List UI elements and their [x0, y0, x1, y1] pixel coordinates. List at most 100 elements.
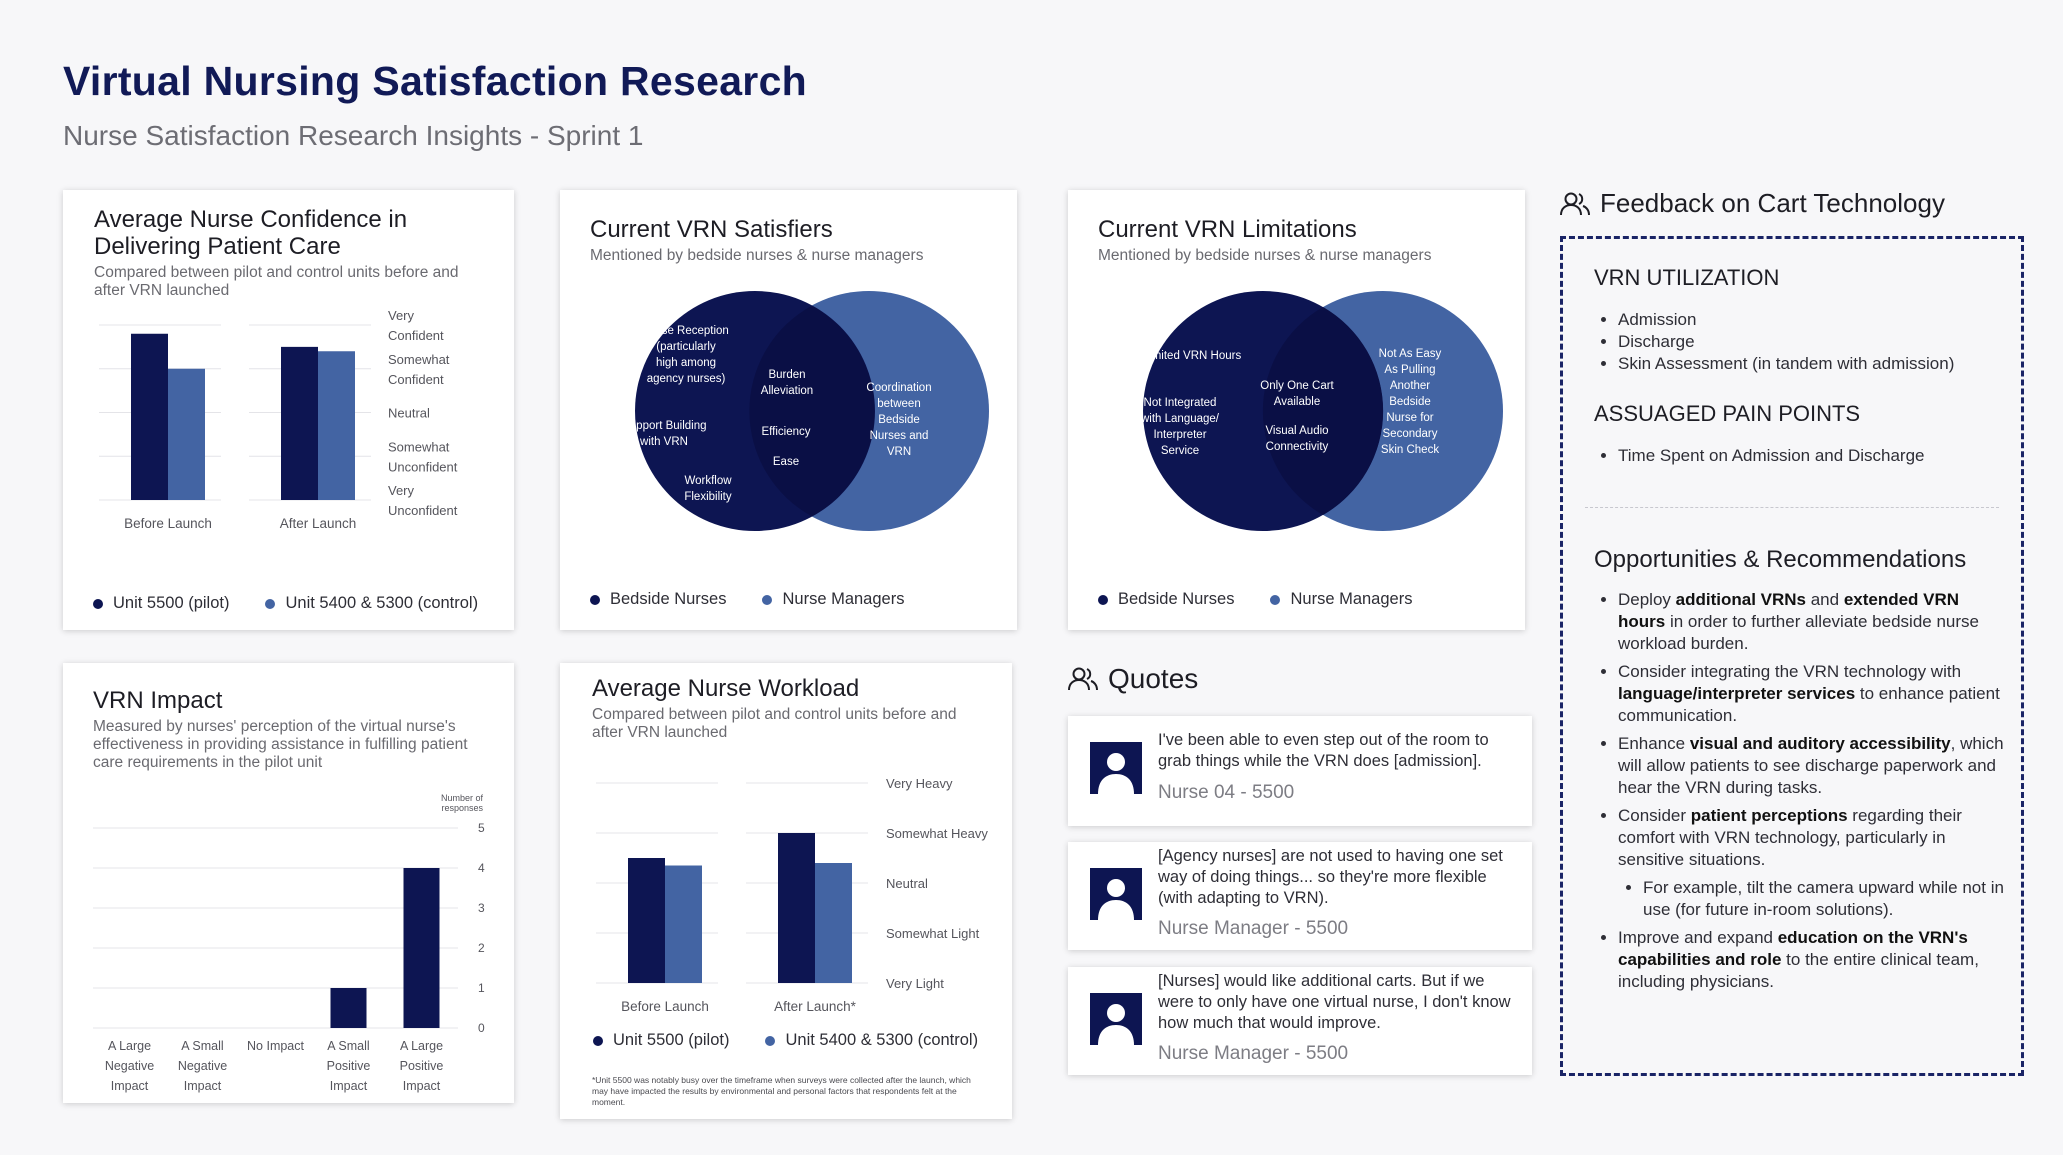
- text-run: Consider integrating the VRN technology …: [1618, 662, 1962, 681]
- venn-label: Only One Cart Available: [1260, 380, 1334, 408]
- quote-author: Nurse Manager - 5500: [1158, 918, 1349, 939]
- quotes-heading: Quotes: [1108, 663, 1199, 694]
- bar: [778, 833, 815, 983]
- legend-item-pilot: Unit 5500 (pilot): [593, 1031, 729, 1050]
- workload-card: Average Nurse Workload Compared between …: [560, 663, 1012, 1119]
- y-tick-label: 4: [478, 861, 485, 875]
- quote-author: Nurse 04 - 5500: [1158, 782, 1295, 803]
- quote-card: [Agency nurses] are not used to having o…: [1068, 842, 1532, 950]
- list-item: Time Spent on Admission and Discharge: [1618, 445, 1924, 467]
- category-label: Positive: [400, 1059, 444, 1073]
- workload-desc: Compared between pilot and control units…: [592, 706, 957, 741]
- avatar-icon: [1090, 868, 1142, 920]
- opportunities-heading: Opportunities & Recommendations: [1594, 546, 1967, 573]
- quotes-section: Quotes: [1068, 663, 1538, 695]
- impact-desc: Measured by nurses' perception of the vi…: [93, 718, 468, 771]
- y-tick-label: 3: [478, 901, 485, 915]
- bar: [168, 368, 205, 500]
- text-run: regarding their comfort with VRN technol…: [1618, 806, 1962, 869]
- legend-item-pilot: Unit 5500 (pilot): [93, 594, 229, 613]
- bar: [281, 346, 318, 500]
- y-tick-label: 1: [478, 981, 485, 995]
- text-run: and: [1806, 590, 1844, 609]
- axis-level-label: Confident: [388, 372, 444, 387]
- text-run: to the entire clinical team, including p…: [1618, 950, 1979, 991]
- legend-item-managers: Nurse Managers: [1270, 590, 1412, 609]
- category-label: A Large: [400, 1039, 443, 1053]
- workload-chart: Very Heavy Somewhat Heavy Neutral Somewhat …: [596, 776, 988, 1013]
- category-label: A Small: [327, 1039, 369, 1053]
- venn-overlap-labels: Only One Cart Available Visual Audio Connec…: [1260, 380, 1334, 453]
- text-run: Consider: [1618, 806, 1691, 825]
- impact-title: VRN Impact: [93, 687, 223, 714]
- category-label: After Launch*: [774, 999, 857, 1013]
- legend-item-bedside: Bedside Nurses: [590, 590, 726, 609]
- venn-overlap-labels: Burden Alleviation Efficiency Ease: [761, 369, 813, 468]
- avatar-icon: [1090, 993, 1142, 1045]
- limitations-legend: Bedside Nurses Nurse Managers: [1098, 590, 1412, 609]
- venn-label: Ease: [773, 456, 799, 468]
- venn-left-labels: Nurse Reception (particularly high among ag…: [621, 325, 732, 503]
- legend-label: Nurse Managers: [782, 590, 905, 608]
- quote-card: I've been able to even step out of the r…: [1068, 716, 1532, 826]
- limitations-venn: Limited VRN Hours Not Integrated with Lang…: [1140, 291, 1503, 531]
- axis-level-label: Somewhat: [388, 439, 450, 454]
- emphasis-text: additional VRNs: [1675, 590, 1806, 609]
- text-run: in order to further alleviate bedside nu…: [1618, 612, 1979, 653]
- confidence-card: Average Nurse Confidence in Delivering P…: [63, 190, 514, 630]
- quote-text: [Nurses] would like additional carts. Bu…: [1158, 972, 1511, 1032]
- page-subtitle: Nurse Satisfaction Research Insights - S…: [63, 120, 644, 151]
- legend-label: Unit 5400 & 5300 (control): [285, 594, 479, 612]
- venn-overlap: [1262, 307, 1384, 515]
- quote-text: I've been able to even step out of the r…: [1158, 731, 1489, 770]
- category-label: Positive: [327, 1059, 371, 1073]
- workload-legend: Unit 5500 (pilot) Unit 5400 & 5300 (cont…: [593, 1031, 978, 1050]
- confidence-legend: Unit 5500 (pilot) Unit 5400 & 5300 (cont…: [93, 594, 478, 613]
- users-icon: [1560, 192, 1590, 215]
- axis-level-label: Somewhat: [388, 352, 450, 367]
- quote-text: [Agency nurses] are not used to having o…: [1158, 847, 1503, 907]
- venn-label: Efficiency: [761, 426, 810, 438]
- text-run: Enhance: [1618, 734, 1690, 753]
- axis-level-label: Very: [388, 483, 415, 498]
- feedback-panel: VRN UTILIZATION AdmissionDischargeSkin A…: [1560, 236, 2024, 1076]
- page-title: Virtual Nursing Satisfaction Research: [63, 58, 808, 104]
- legend-label: Unit 5500 (pilot): [613, 1031, 730, 1049]
- utilization-heading: VRN UTILIZATION: [1594, 265, 1780, 290]
- venn-label: Rapport Building with VRN: [621, 420, 706, 448]
- legend-item-control: Unit 5400 & 5300 (control): [265, 594, 478, 613]
- workload-title: Average Nurse Workload: [592, 675, 860, 702]
- workload-footnote: *Unit 5500 was notably busy over the tim…: [592, 1075, 971, 1107]
- axis-level-label: Very Heavy: [886, 776, 953, 791]
- recommendation-item: Consider integrating the VRN technology …: [1618, 661, 2008, 727]
- list-item: Admission: [1618, 309, 1954, 331]
- venn-right-labels: Coordination between Bedside Nurses and VRN: [866, 382, 931, 458]
- satisfiers-desc: Mentioned by bedside nurses & nurse mana…: [590, 247, 924, 264]
- feedback-heading: Feedback on Cart Technology: [1600, 188, 1945, 218]
- y-tick-label: 0: [478, 1021, 485, 1035]
- recommendation-item: For example, tilt the camera upward whil…: [1643, 877, 2008, 921]
- list-item: Skin Assessment (in tandem with admissio…: [1618, 353, 1954, 375]
- impact-card: VRN Impact Measured by nurses' perceptio…: [63, 663, 514, 1103]
- axis-level-label: Somewhat Heavy: [886, 826, 988, 841]
- legend-label: Unit 5400 & 5300 (control): [785, 1031, 979, 1049]
- confidence-desc: Compared between pilot and control units…: [94, 264, 459, 299]
- legend-label: Bedside Nurses: [610, 590, 727, 608]
- recommendation-item: Enhance visual and auditory accessibilit…: [1618, 733, 2008, 799]
- legend-item-managers: Nurse Managers: [762, 590, 904, 609]
- satisfiers-title: Current VRN Satisfiers: [590, 216, 833, 243]
- pain-points-list: Time Spent on Admission and Discharge: [1594, 445, 1924, 467]
- confidence-title: Average Nurse Confidence in Delivering P…: [94, 206, 408, 260]
- axis-level-label: Confident: [388, 328, 444, 343]
- text-run: , which will allow patients to see disch…: [1618, 734, 2004, 797]
- emphasis-text: language/interpreter services: [1618, 684, 1856, 703]
- recommendation-item: Improve and expand education on the VRN'…: [1618, 927, 2008, 993]
- venn-label: Not As Easy As Pulling Another Bedside Nurse…: [1379, 348, 1442, 456]
- category-label: Negative: [105, 1059, 154, 1073]
- legend-label: Nurse Managers: [1290, 590, 1413, 608]
- category-label: A Small: [181, 1039, 223, 1053]
- bar: [815, 863, 852, 983]
- bar: [628, 858, 665, 983]
- category-label: Before Launch: [124, 516, 212, 531]
- axis-level-label: Unconfident: [388, 459, 458, 474]
